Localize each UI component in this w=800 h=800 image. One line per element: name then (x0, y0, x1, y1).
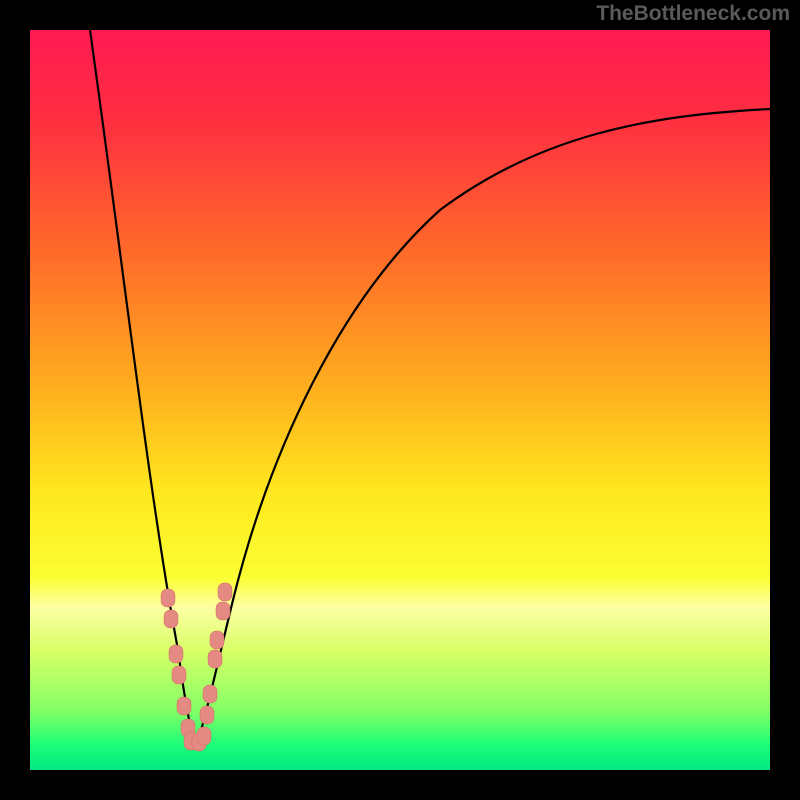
marker-left-4 (177, 697, 191, 715)
marker-left-3 (172, 666, 186, 684)
curve-left-branch (90, 30, 196, 747)
curve-right-branch (196, 109, 770, 747)
marker-left-2 (169, 645, 183, 663)
marker-right-4 (203, 685, 217, 703)
marker-bottom-2 (197, 727, 211, 745)
marker-left-1 (164, 610, 178, 628)
marker-right-3 (208, 650, 222, 668)
marker-right-5 (200, 706, 214, 724)
chart-svg (0, 0, 800, 800)
marker-right-1 (216, 602, 230, 620)
marker-left-0 (161, 589, 175, 607)
attribution-watermark: TheBottleneck.com (596, 2, 790, 26)
marker-right-2 (210, 631, 224, 649)
marker-right-0 (218, 583, 232, 601)
